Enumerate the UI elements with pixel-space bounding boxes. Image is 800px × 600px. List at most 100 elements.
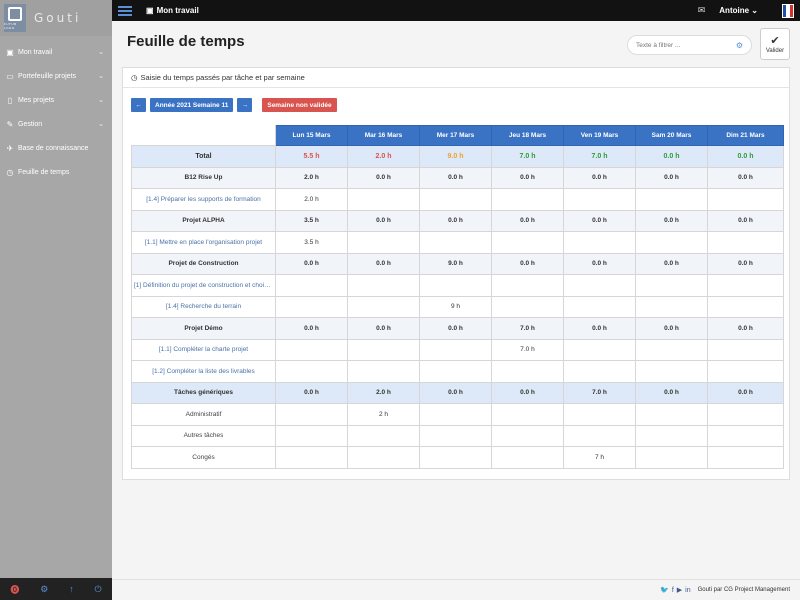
time-cell[interactable] [635, 231, 708, 254]
time-cell[interactable]: 7.0 h [491, 338, 564, 361]
time-cell[interactable] [635, 295, 708, 318]
time-cell[interactable] [275, 424, 348, 447]
time-cell[interactable] [491, 295, 564, 318]
twitter-icon[interactable]: 🐦 [660, 587, 669, 594]
time-cell[interactable] [419, 231, 492, 254]
time-cell[interactable] [347, 231, 420, 254]
time-cell[interactable] [347, 338, 420, 361]
time-cell[interactable] [563, 424, 636, 447]
row-label: [1.1] Mettre en place l'organisation pro… [131, 231, 276, 254]
time-cell[interactable] [563, 188, 636, 211]
time-cell[interactable] [635, 360, 708, 383]
time-cell[interactable] [707, 295, 784, 318]
time-cell[interactable] [419, 424, 492, 447]
upload-icon[interactable]: ↑ [69, 584, 74, 594]
time-cell[interactable] [707, 446, 784, 469]
time-cell[interactable] [563, 360, 636, 383]
time-cell[interactable] [347, 188, 420, 211]
time-cell[interactable] [347, 424, 420, 447]
footer-credit: Gouti par CG Project Management [697, 587, 790, 593]
time-cell[interactable] [275, 274, 348, 297]
time-cell[interactable] [491, 360, 564, 383]
time-cell[interactable] [707, 231, 784, 254]
gear-icon[interactable]: ⚙ [735, 40, 743, 50]
mail-icon[interactable]: ✉ [697, 5, 706, 15]
settings-icon[interactable]: ⚙ [40, 583, 49, 594]
sidebar-item-gestion[interactable]: ✎ Gestion ⌄ [0, 112, 112, 136]
time-cell[interactable]: 2.0 h [275, 188, 348, 211]
time-cell[interactable] [707, 338, 784, 361]
table-row: [1.1] Mettre en place l'organisation pro… [131, 231, 784, 254]
brand[interactable]: FUTUR LOGO Gouti [0, 0, 112, 36]
time-cell[interactable] [347, 295, 420, 318]
time-cell[interactable] [635, 403, 708, 426]
time-cell: 7.0 h [491, 145, 564, 168]
time-cell[interactable] [563, 274, 636, 297]
user-menu[interactable]: Antoine ⌄ [719, 6, 758, 15]
sidebar-item-mes-projets[interactable]: ▯ Mes projets ⌄ [0, 88, 112, 112]
time-cell[interactable] [275, 338, 348, 361]
time-cell[interactable] [491, 424, 564, 447]
time-cell[interactable] [275, 446, 348, 469]
time-cell[interactable] [563, 295, 636, 318]
next-week-button[interactable]: → [237, 98, 253, 112]
facebook-icon[interactable]: f [671, 587, 674, 594]
time-cell[interactable] [563, 231, 636, 254]
time-cell[interactable]: 2 h [347, 403, 420, 426]
row-label: [1.2] Compléter la liste des livrables [131, 360, 276, 383]
time-cell[interactable] [491, 446, 564, 469]
french-flag-icon[interactable] [782, 3, 794, 18]
time-cell[interactable] [635, 446, 708, 469]
filter-box[interactable]: ⚙ [627, 35, 752, 55]
time-cell[interactable]: 3.5 h [275, 231, 348, 254]
time-cell[interactable] [275, 360, 348, 383]
time-cell: 0.0 h [491, 381, 564, 404]
time-cell[interactable] [347, 446, 420, 469]
time-cell[interactable] [635, 188, 708, 211]
time-cell: 0.0 h [635, 252, 708, 275]
time-cell[interactable] [707, 274, 784, 297]
time-cell: 5.5 h [275, 145, 348, 168]
time-cell[interactable] [707, 424, 784, 447]
validate-button[interactable]: ✔ Valider [760, 28, 790, 60]
time-cell[interactable] [707, 188, 784, 211]
sidebar-item-feuille-de-temps[interactable]: ◷ Feuille de temps [0, 160, 112, 184]
time-cell[interactable]: 7 h [563, 446, 636, 469]
power-icon[interactable]: ⏻ [94, 583, 102, 594]
time-cell[interactable] [419, 360, 492, 383]
previous-week-button[interactable]: ← [131, 98, 146, 112]
time-cell[interactable] [347, 360, 420, 383]
time-cell[interactable] [635, 424, 708, 447]
time-cell: 7.0 h [491, 317, 564, 340]
time-cell[interactable] [635, 338, 708, 361]
linkedin-icon[interactable]: in [685, 587, 691, 594]
time-cell[interactable] [275, 403, 348, 426]
time-cell[interactable] [563, 403, 636, 426]
youtube-icon[interactable]: ▶ [676, 587, 683, 594]
time-cell[interactable] [491, 231, 564, 254]
row-label: Autres tâches [131, 424, 276, 447]
time-cell[interactable] [707, 360, 784, 383]
time-cell[interactable] [419, 338, 492, 361]
time-cell[interactable] [491, 403, 564, 426]
time-cell[interactable] [419, 403, 492, 426]
time-cell[interactable] [707, 403, 784, 426]
time-cell[interactable]: 9 h [419, 295, 492, 318]
time-cell[interactable] [419, 188, 492, 211]
sidebar-item-base-de-connaissance[interactable]: ✈ Base de connaissance [0, 136, 112, 160]
time-cell[interactable] [563, 338, 636, 361]
week-label-button[interactable]: Année 2021 Semaine 11 [150, 98, 234, 112]
sidebar-item-mon-travail[interactable]: ▣ Mon travail ⌄ [0, 40, 112, 64]
info-icon[interactable]: ⓿ [10, 584, 20, 595]
time-cell[interactable] [491, 188, 564, 211]
hamburger-menu-icon[interactable] [118, 5, 132, 16]
time-cell[interactable] [419, 274, 492, 297]
row-label: Projet de Construction [131, 252, 276, 275]
time-cell[interactable] [635, 274, 708, 297]
time-cell[interactable] [419, 446, 492, 469]
sidebar-item-portefeuille-projets[interactable]: ▭ Portefeuille projets ⌄ [0, 64, 112, 88]
filter-input[interactable] [636, 41, 732, 49]
time-cell[interactable] [491, 274, 564, 297]
time-cell[interactable] [275, 295, 348, 318]
time-cell[interactable] [347, 274, 420, 297]
